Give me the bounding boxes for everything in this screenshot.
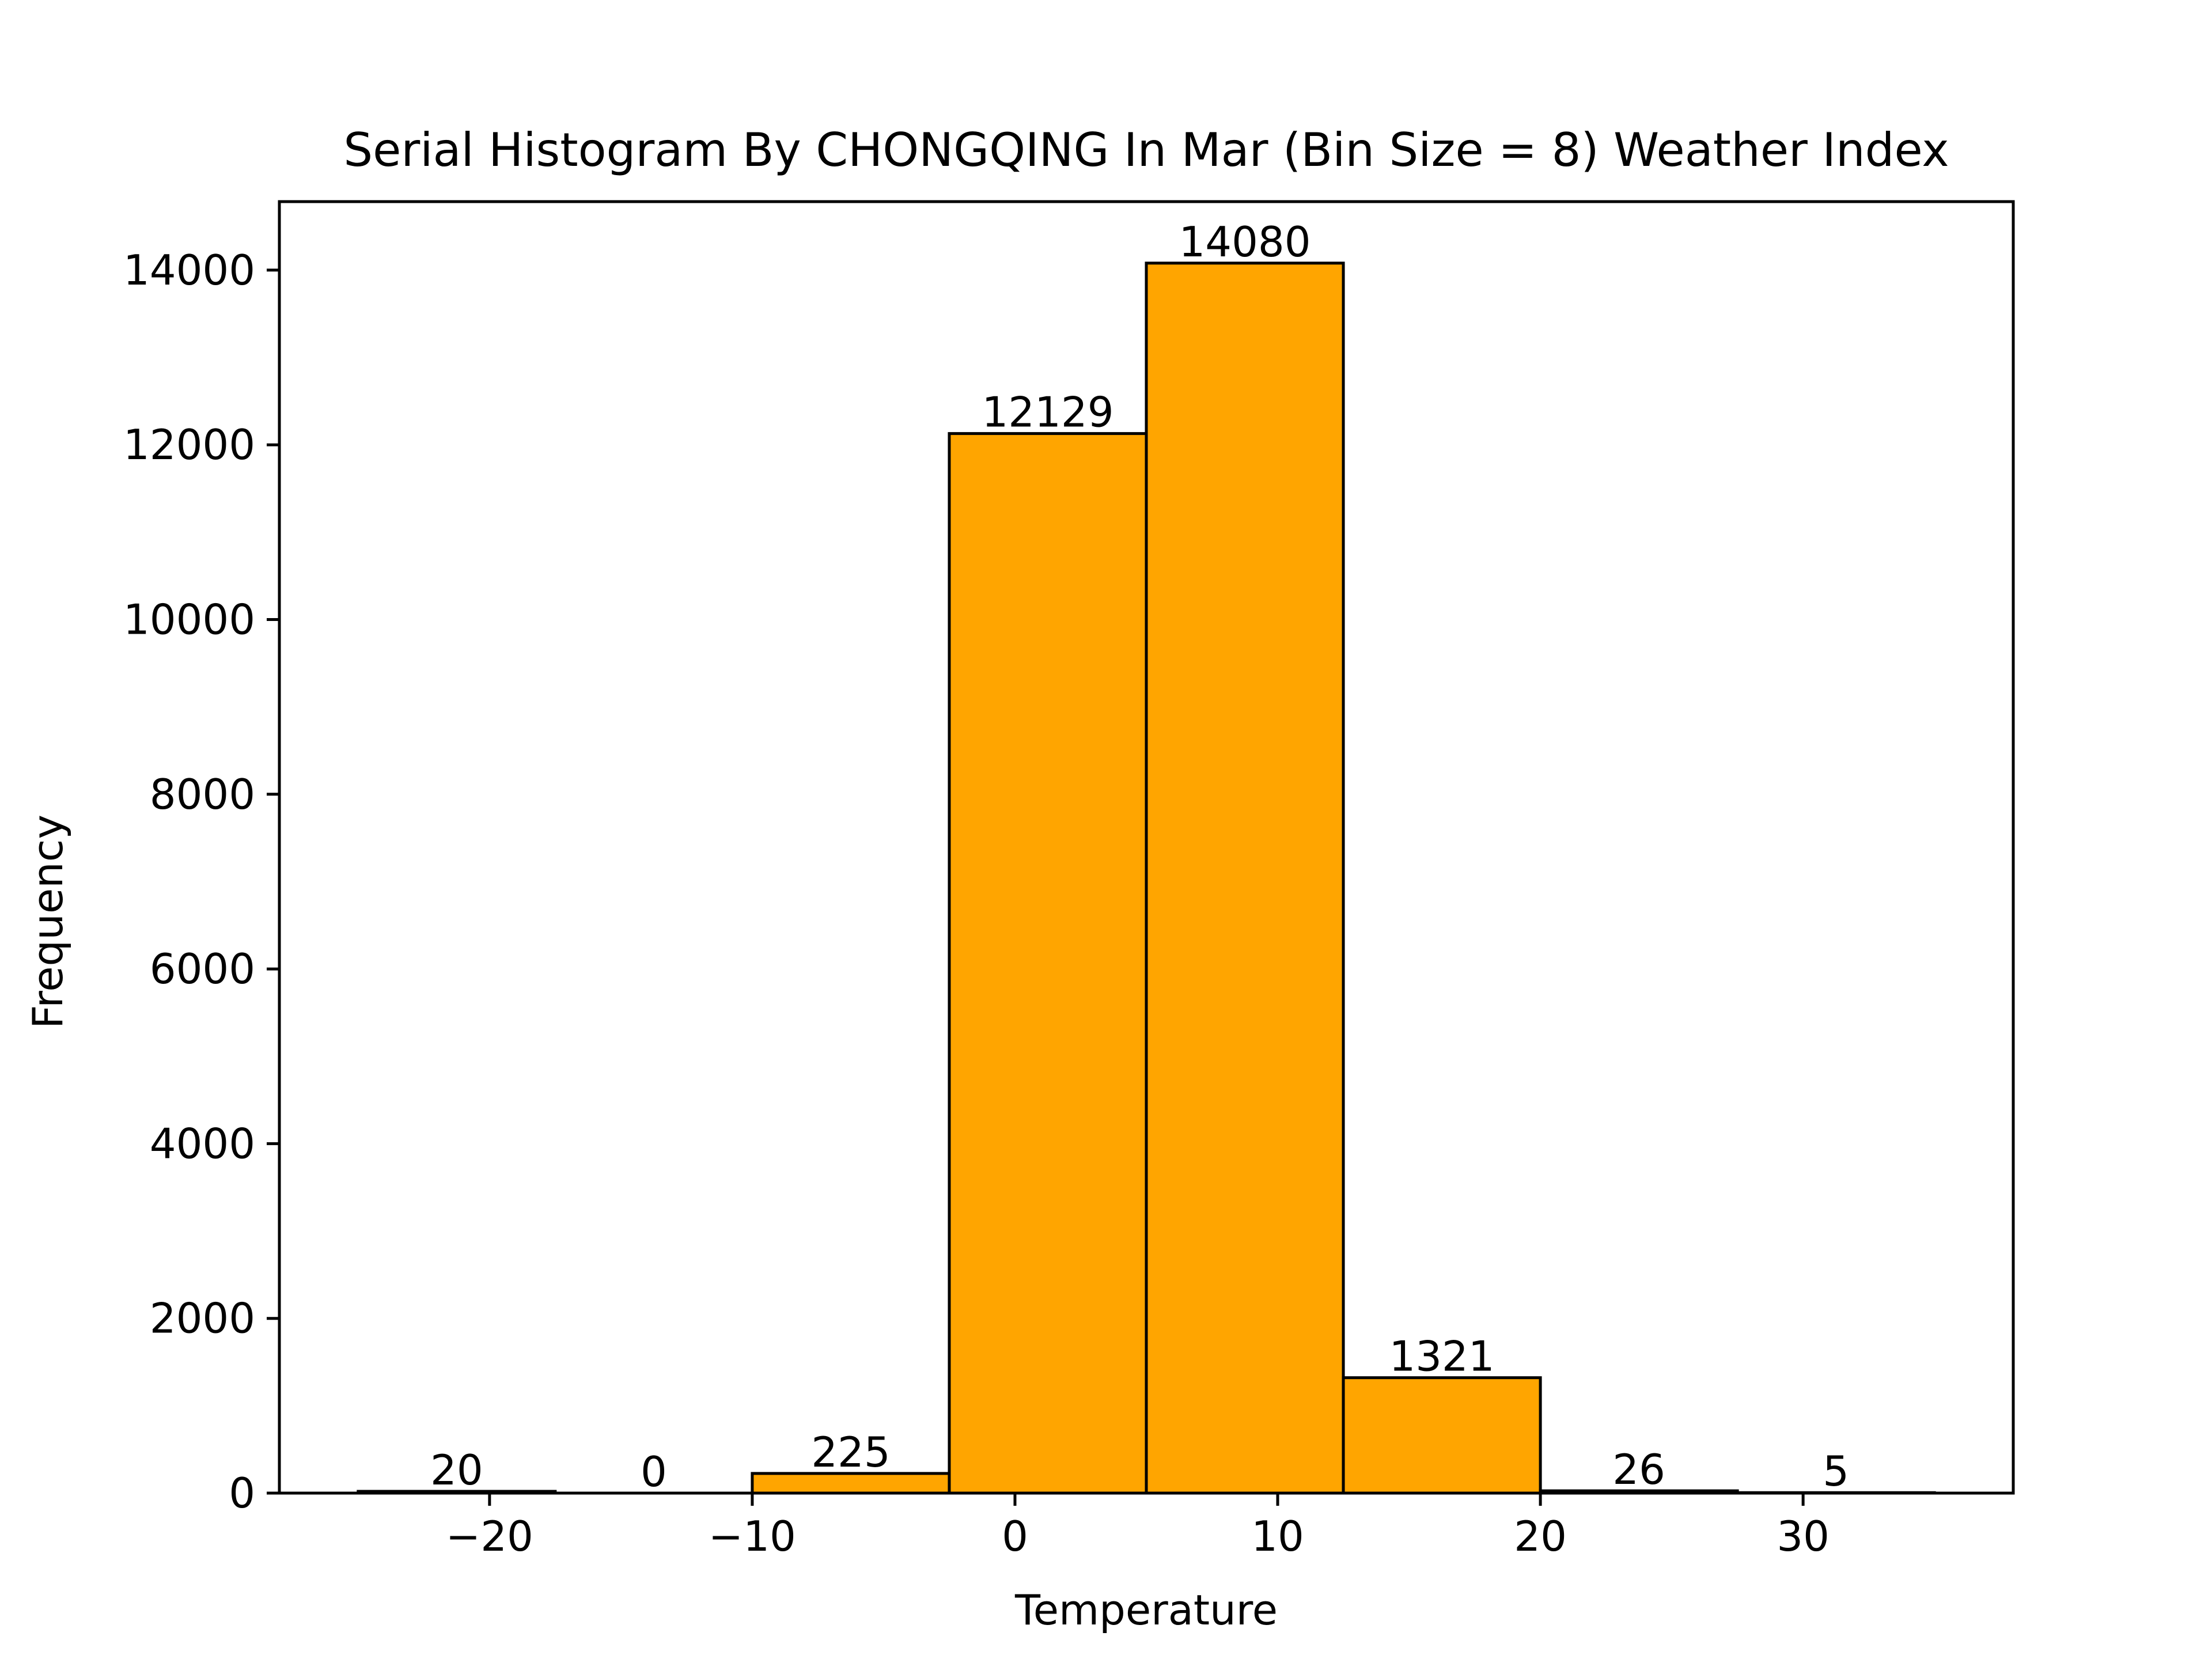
y-tick-label: 6000 xyxy=(150,945,255,993)
histogram-bar xyxy=(948,432,1148,1495)
plot-frame xyxy=(278,200,2015,1495)
x-tick-label: −20 xyxy=(446,1512,533,1560)
bar-value-label: 26 xyxy=(1612,1445,1665,1494)
bar-value-label: 14080 xyxy=(1179,218,1310,266)
x-tick-label: −10 xyxy=(709,1512,796,1560)
histogram-bar xyxy=(751,1472,951,1495)
histogram-bar xyxy=(1145,262,1345,1495)
bar-value-label: 5 xyxy=(1823,1447,1849,1495)
bar-value-label: 20 xyxy=(430,1446,483,1494)
y-axis-label: Frequency xyxy=(24,815,72,1029)
chart-title: Serial Histogram By CHONGQING In Mar (Bi… xyxy=(343,123,1949,177)
x-tick-label: 30 xyxy=(1777,1512,1830,1560)
y-axis-ticks: 0 2000 4000 6000 8000 10000 12000 14000 xyxy=(123,246,279,1517)
y-tick-label: 8000 xyxy=(150,770,255,819)
bar-value-label: 0 xyxy=(641,1448,667,1496)
x-tick-label: 10 xyxy=(1251,1512,1304,1560)
y-tick-label: 12000 xyxy=(123,421,255,469)
y-tick-label: 4000 xyxy=(150,1119,255,1168)
bar-value-label: 12129 xyxy=(982,388,1113,437)
x-tick-label: 20 xyxy=(1514,1512,1567,1560)
y-tick-label: 0 xyxy=(229,1469,255,1517)
y-tick-label: 10000 xyxy=(123,595,255,643)
bar-value-label: 225 xyxy=(811,1428,890,1476)
bar-labels-layer: 20 0 225 12129 14080 1321 26 5 xyxy=(430,218,1849,1496)
bar-value-label: 1321 xyxy=(1389,1332,1494,1381)
y-tick-label: 2000 xyxy=(150,1294,255,1343)
histogram-bar xyxy=(1342,1376,1542,1495)
x-tick-label: 0 xyxy=(1002,1512,1028,1560)
x-axis-ticks: −20 −10 0 10 20 30 xyxy=(446,1493,1830,1560)
x-axis-label: Temperature xyxy=(1014,1586,1278,1634)
y-tick-label: 14000 xyxy=(123,246,255,294)
